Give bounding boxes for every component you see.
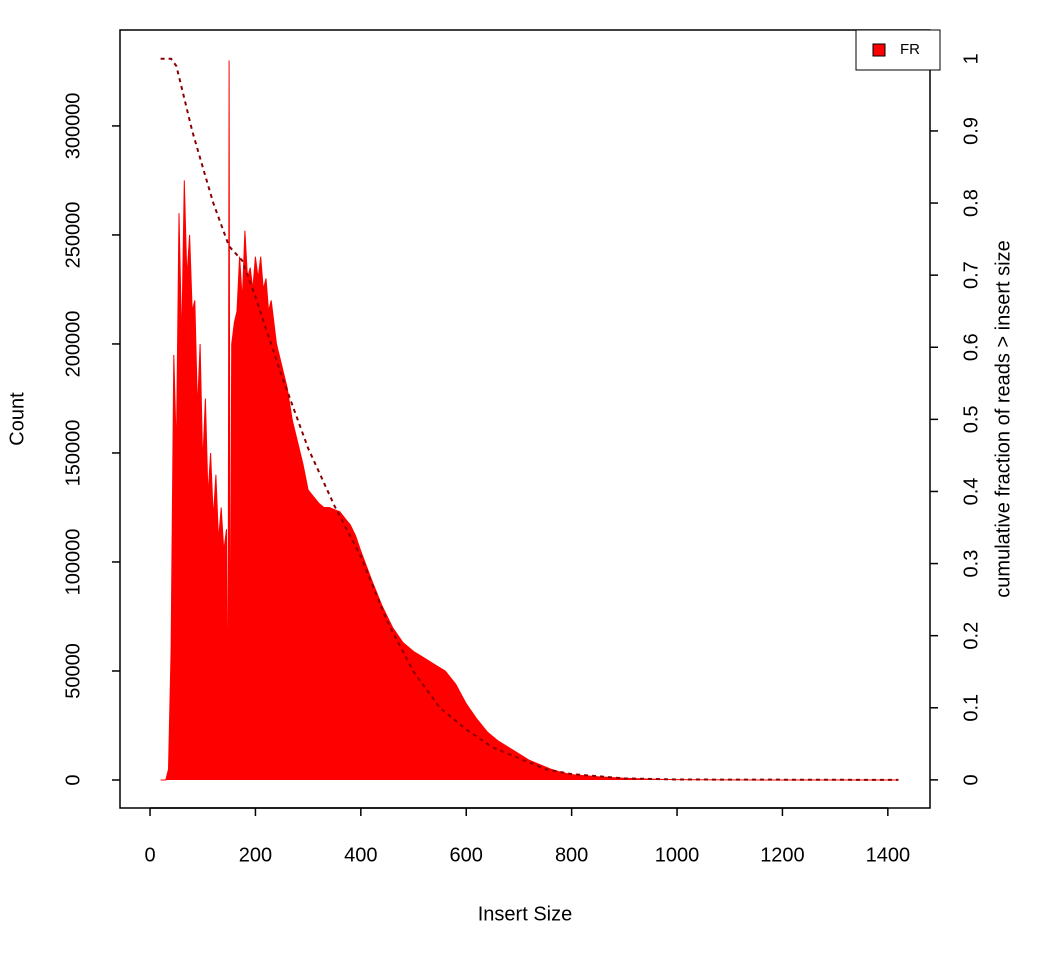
y-tick-label: 200000 (62, 311, 84, 378)
legend-swatch (872, 43, 886, 57)
x-tick-label: 1000 (655, 844, 700, 866)
x-tick-label: 1400 (866, 844, 911, 866)
y2-tick-label: 0.9 (960, 117, 982, 145)
y-tick-label: 100000 (62, 529, 84, 596)
x-tick-label: 1200 (760, 844, 805, 866)
y-tick-label: 50000 (62, 643, 84, 699)
x-tick-label: 600 (450, 844, 483, 866)
x-axis-label: Insert Size (478, 903, 572, 925)
y-tick-label: 150000 (62, 420, 84, 487)
y2-tick-label: 0.3 (960, 550, 982, 578)
histogram-area (160, 60, 899, 781)
y-tick-label: 250000 (62, 202, 84, 269)
cumulative-line (160, 57, 899, 781)
y-tick-label: 0 (62, 774, 84, 785)
y-tick-label: 300000 (62, 93, 84, 160)
y2-tick-label: 0.6 (960, 333, 982, 361)
x-tick-label: 800 (555, 844, 588, 866)
legend-label: FR (900, 41, 920, 58)
y2-tick-label: 0.5 (960, 405, 982, 433)
legend-box (855, 29, 941, 71)
y2-tick-label: 1 (960, 53, 982, 64)
y2-tick-label: 0.8 (960, 189, 982, 217)
y2-tick-label: 0.2 (960, 622, 982, 650)
y2-tick-label: 0.1 (960, 694, 982, 722)
x-tick-label: 400 (344, 844, 377, 866)
x-tick-label: 0 (144, 844, 155, 866)
x-tick-label: 200 (239, 844, 272, 866)
y-axis-label: Count (6, 392, 28, 446)
y2-tick-label: 0.7 (960, 261, 982, 289)
y2-tick-label: 0 (960, 774, 982, 785)
y2-axis-label: cumulative fraction of reads > insert si… (992, 240, 1014, 597)
y2-tick-label: 0.4 (960, 478, 982, 506)
